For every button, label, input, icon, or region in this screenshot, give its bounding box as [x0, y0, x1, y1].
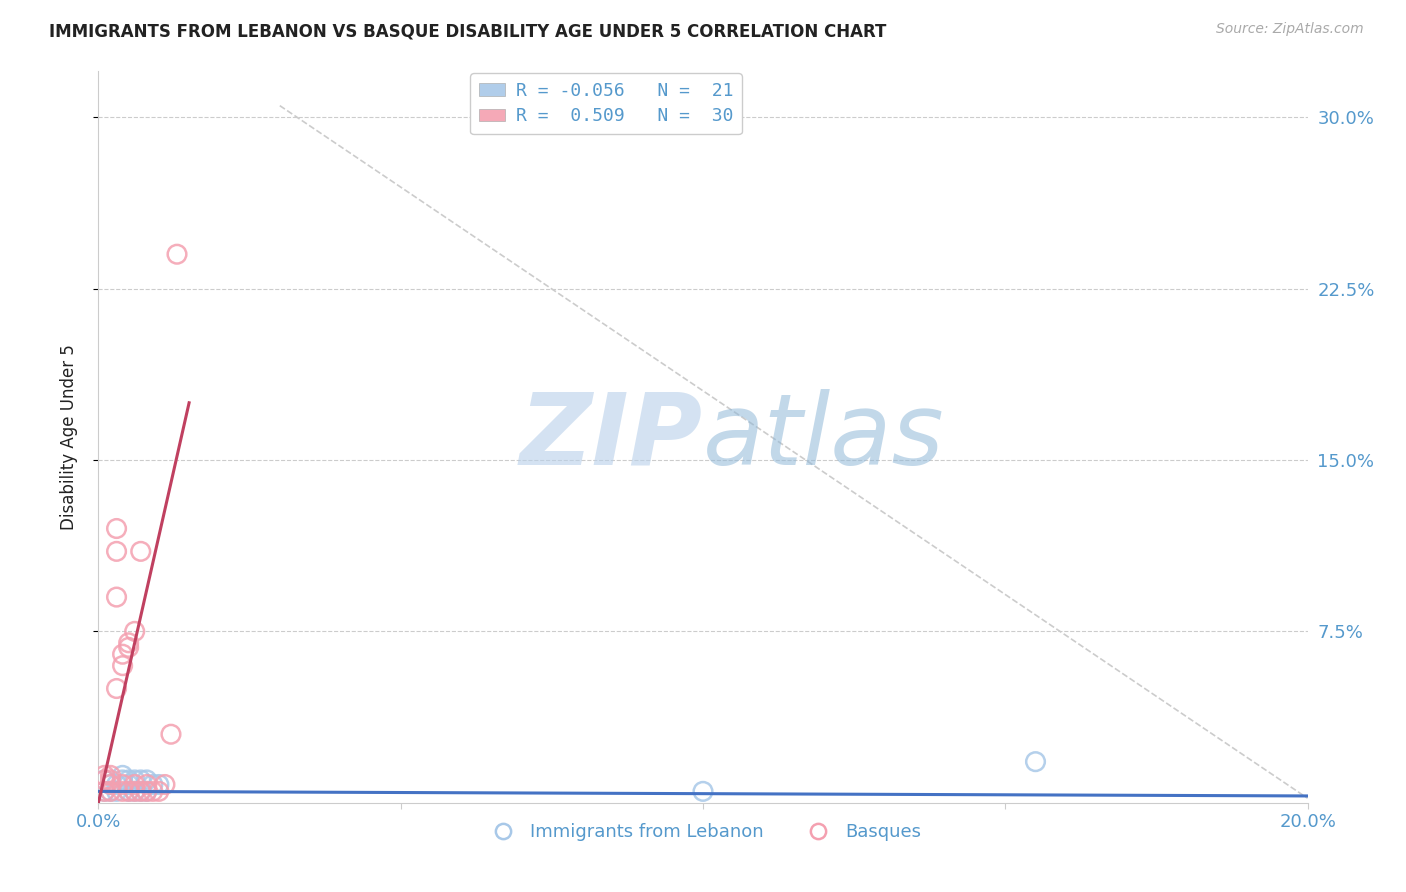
Point — [1024, 755, 1046, 769]
Point — [105, 521, 128, 535]
Point — [100, 778, 122, 792]
Point — [93, 784, 115, 798]
Point — [93, 772, 115, 787]
Point — [100, 778, 122, 792]
Point — [93, 784, 115, 798]
Point — [93, 768, 115, 782]
Point — [124, 772, 146, 787]
Point — [111, 658, 134, 673]
Point — [124, 784, 146, 798]
Point — [142, 778, 165, 792]
Legend: Immigrants from Lebanon, Basques: Immigrants from Lebanon, Basques — [478, 816, 928, 848]
Point — [124, 784, 146, 798]
Point — [111, 772, 134, 787]
Point — [148, 778, 170, 792]
Point — [100, 784, 122, 798]
Point — [105, 590, 128, 604]
Point — [142, 784, 165, 798]
Point — [105, 778, 128, 792]
Point — [118, 778, 141, 792]
Point — [111, 778, 134, 792]
Point — [100, 768, 122, 782]
Point — [111, 768, 134, 782]
Point — [148, 784, 170, 798]
Point — [111, 647, 134, 661]
Point — [166, 247, 188, 261]
Point — [129, 784, 152, 798]
Point — [124, 778, 146, 792]
Point — [129, 544, 152, 558]
Point — [692, 784, 714, 798]
Point — [118, 640, 141, 655]
Point — [135, 778, 157, 792]
Point — [118, 784, 141, 798]
Point — [129, 784, 152, 798]
Point — [100, 784, 122, 798]
Text: IMMIGRANTS FROM LEBANON VS BASQUE DISABILITY AGE UNDER 5 CORRELATION CHART: IMMIGRANTS FROM LEBANON VS BASQUE DISABI… — [49, 22, 887, 40]
Point — [118, 784, 141, 798]
Point — [160, 727, 183, 741]
Point — [135, 784, 157, 798]
Point — [118, 772, 141, 787]
Text: Source: ZipAtlas.com: Source: ZipAtlas.com — [1216, 22, 1364, 37]
Point — [153, 778, 176, 792]
Point — [135, 784, 157, 798]
Point — [135, 772, 157, 787]
Point — [105, 681, 128, 696]
Text: ZIP: ZIP — [520, 389, 703, 485]
Y-axis label: Disability Age Under 5: Disability Age Under 5 — [59, 344, 77, 530]
Point — [118, 636, 141, 650]
Point — [129, 772, 152, 787]
Point — [111, 784, 134, 798]
Point — [105, 544, 128, 558]
Point — [124, 624, 146, 639]
Point — [100, 772, 122, 787]
Text: atlas: atlas — [703, 389, 945, 485]
Point — [93, 772, 115, 787]
Point — [105, 784, 128, 798]
